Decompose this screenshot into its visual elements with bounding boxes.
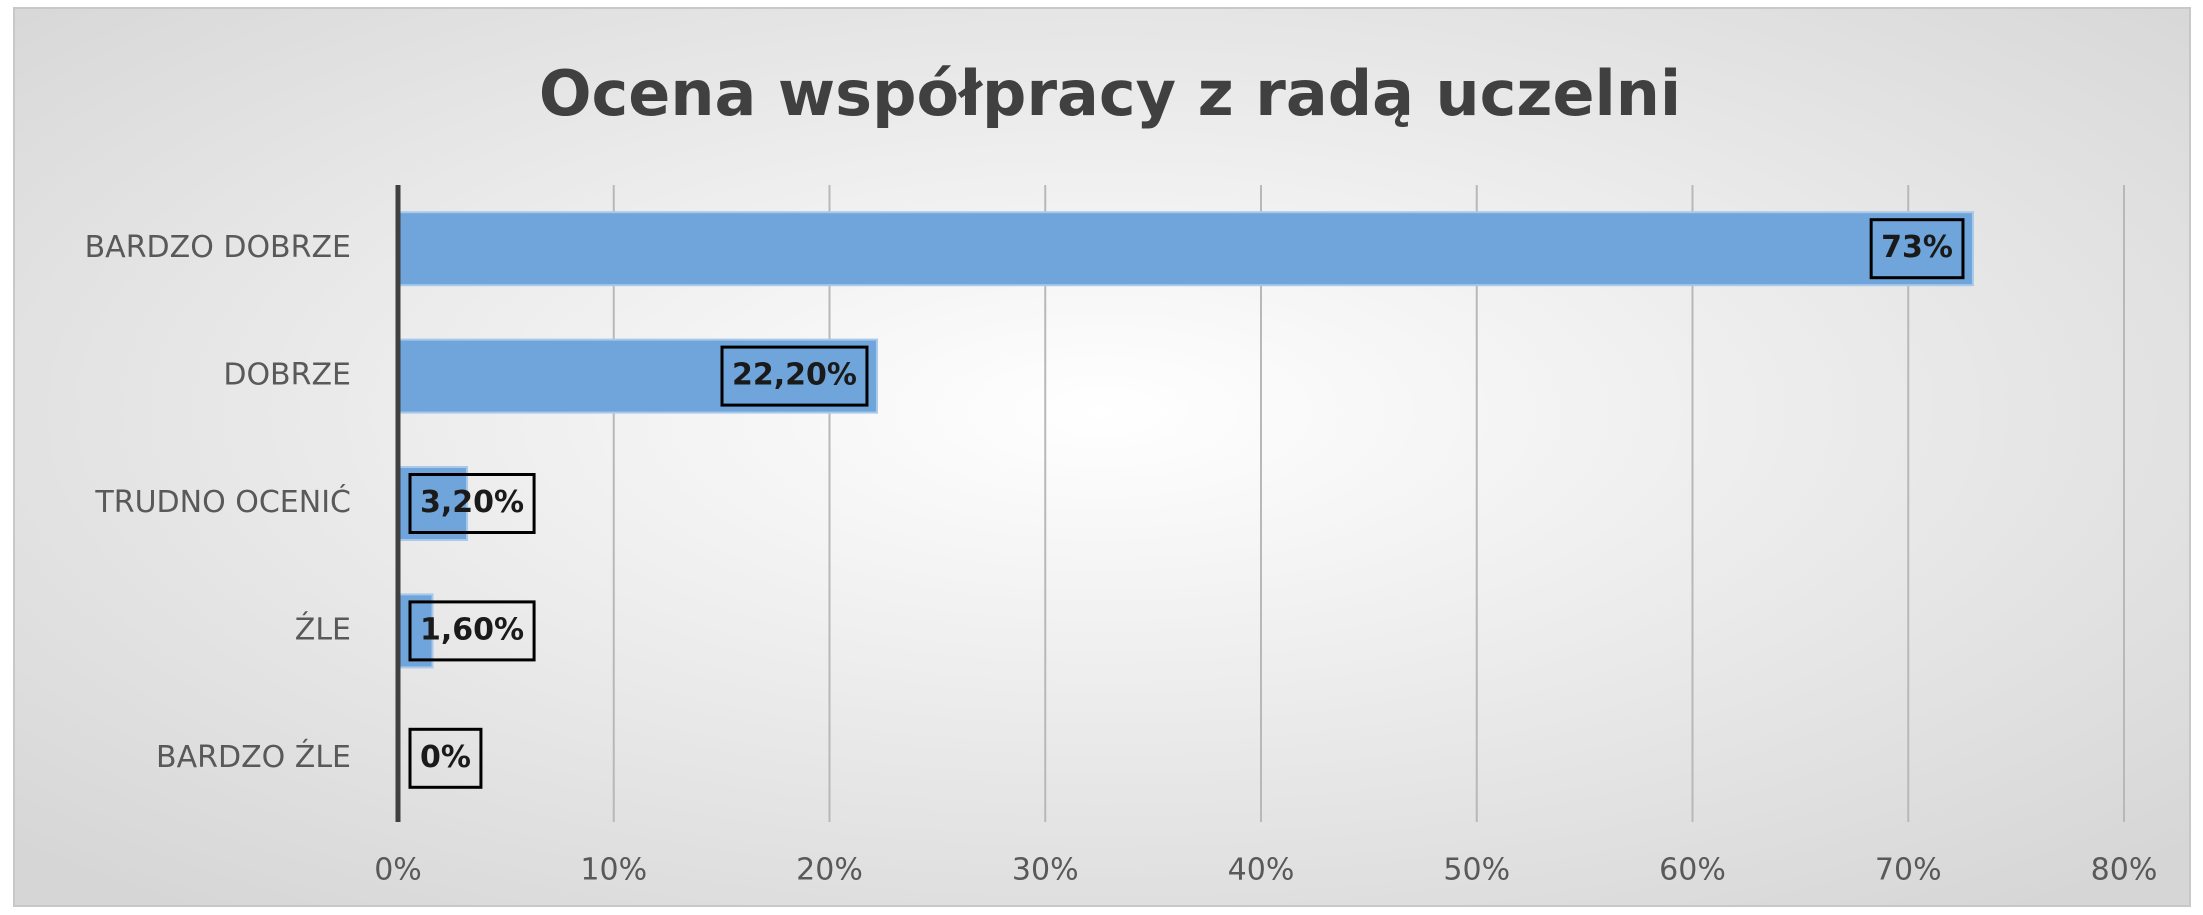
x-tick-label: 30% [1012, 853, 1079, 888]
bar [397, 593, 434, 669]
x-tick-label: 10% [580, 853, 647, 888]
data-label: 1,60% [420, 612, 524, 647]
data-label-box [408, 727, 483, 789]
x-tick-label: 20% [796, 853, 863, 888]
data-label-box [408, 473, 536, 534]
data-label-box [720, 345, 869, 407]
data-label: 0% [420, 740, 471, 775]
data-label-box [408, 600, 536, 662]
y-tick-label: BARDZO DOBRZE [85, 230, 351, 265]
data-label: 3,20% [420, 485, 524, 520]
chart-title: Ocena współpracy z radą uczelni [539, 57, 1681, 130]
x-tick-label: 50% [1443, 853, 1510, 888]
bar [397, 211, 1974, 287]
y-tick-label: TRUDNO OCENIĆ [94, 483, 351, 520]
y-tick-label: BARDZO ŹLE [156, 739, 351, 775]
data-label: 22,20% [732, 358, 857, 393]
x-tick-label: 80% [2091, 853, 2158, 888]
data-label-box [1869, 218, 1965, 280]
x-tick-label: 40% [1228, 853, 1295, 888]
y-tick-label: ŹLE [295, 611, 351, 647]
bar [397, 338, 878, 414]
x-tick-label: 60% [1659, 853, 1726, 888]
x-tick-label: 0% [374, 853, 422, 888]
chart-background [13, 7, 2191, 907]
x-tick-label: 70% [1875, 853, 1942, 888]
data-label: 73% [1881, 230, 1953, 265]
y-tick-label: DOBRZE [223, 358, 351, 393]
